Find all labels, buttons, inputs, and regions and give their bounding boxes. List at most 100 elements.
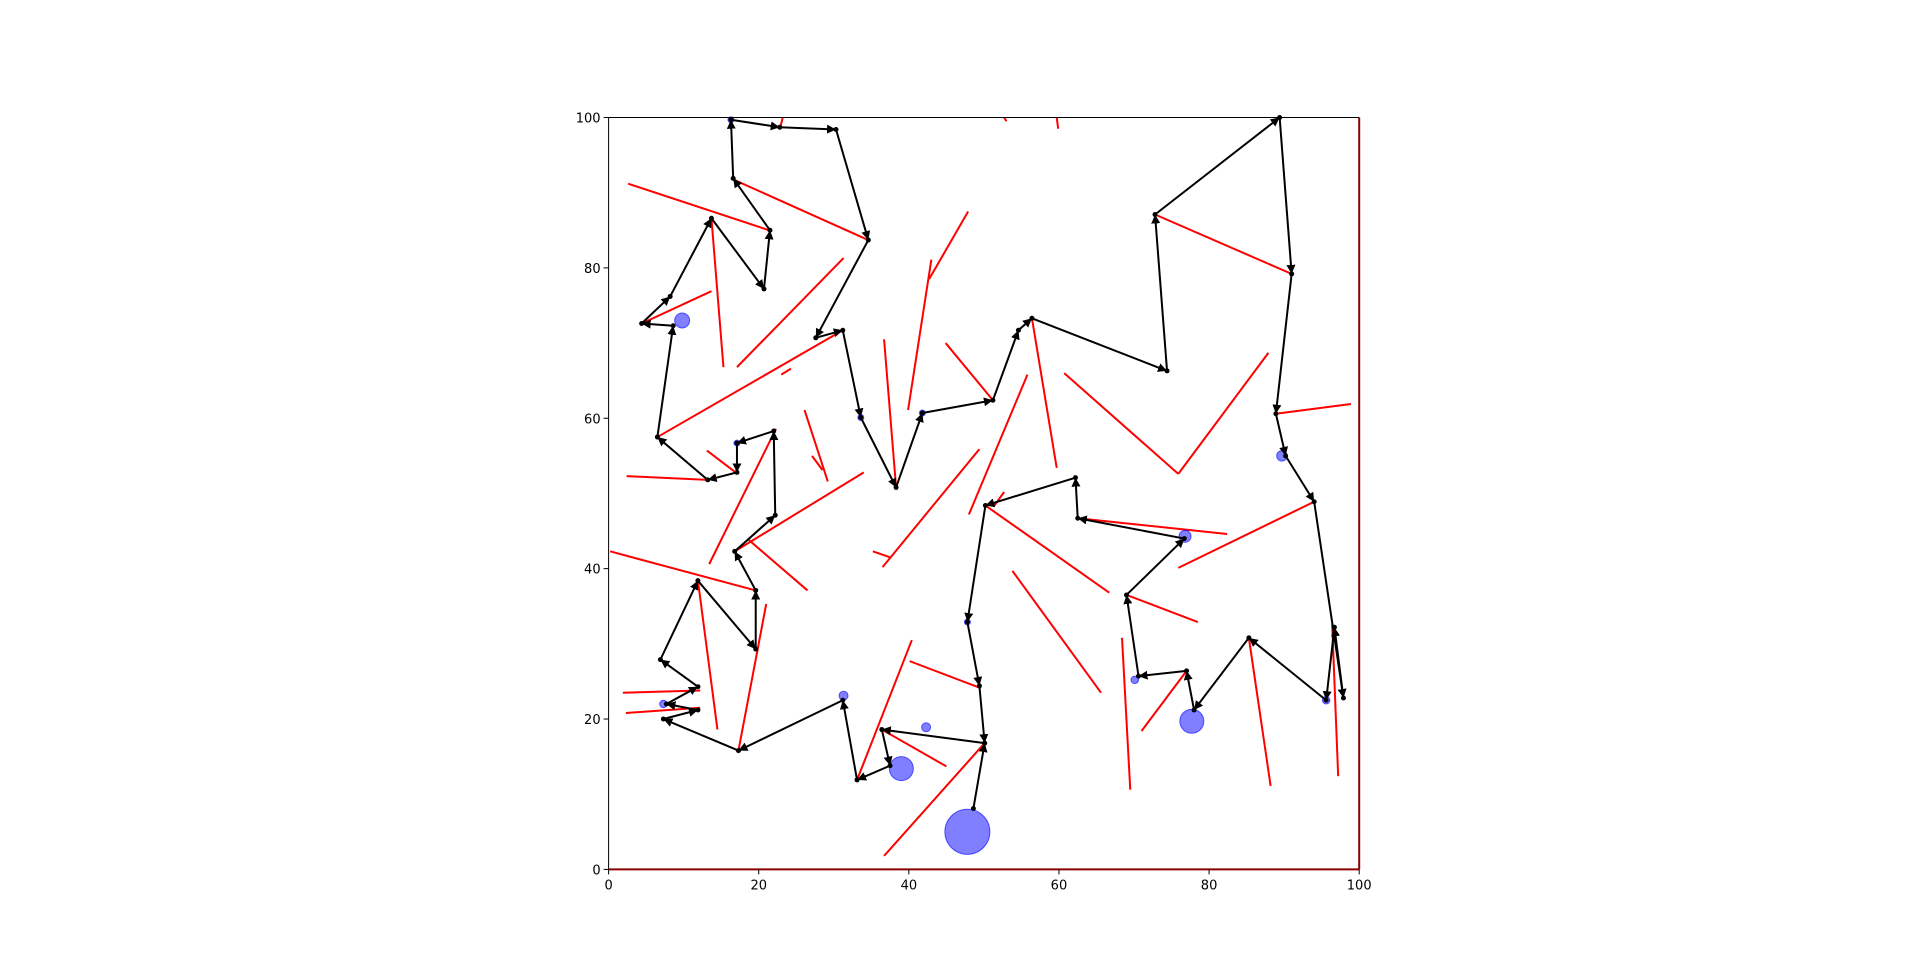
obstacle-segment (984, 504, 1110, 594)
circle-marker (1130, 675, 1140, 685)
circle-marker (674, 312, 691, 329)
obstacle-segment (1140, 670, 1188, 732)
obstacle-segment (1331, 624, 1340, 777)
path-arrow (922, 397, 994, 414)
path-arrow (640, 295, 671, 325)
path-node (695, 707, 701, 713)
path-arrow (985, 476, 1076, 508)
obstacle-segment (1275, 402, 1352, 415)
path-arrow (732, 177, 771, 231)
path-arrow (669, 217, 713, 297)
obstacle-segment (627, 182, 772, 232)
path-node (840, 697, 846, 703)
path-node (1075, 515, 1081, 521)
obstacle-segment (881, 448, 981, 568)
y-tick-label: 0 (592, 863, 600, 878)
obstacle-segment (856, 639, 913, 781)
path-arrow (991, 329, 1020, 401)
path-arrow (666, 701, 699, 711)
path-node (1246, 635, 1252, 641)
path-node (1181, 536, 1187, 542)
path-node (840, 327, 846, 333)
obstacle-segment (1077, 517, 1228, 536)
path-arrow (881, 726, 985, 745)
path-node (964, 619, 970, 625)
path-node (753, 587, 759, 593)
path-node (1311, 499, 1317, 505)
path-node (777, 124, 783, 130)
path-arrow (656, 436, 709, 481)
path-node (833, 127, 839, 133)
path-node (976, 683, 982, 689)
circle-marker (1179, 708, 1205, 734)
y-tick-label: 60 (584, 412, 601, 427)
path-node (730, 175, 736, 181)
path-arrow (978, 685, 989, 744)
path-node (1184, 668, 1190, 674)
path-arrow (1077, 515, 1185, 540)
obstacle-segment (780, 367, 792, 376)
path-node (772, 512, 778, 518)
path-node (919, 410, 925, 416)
path-node (990, 397, 996, 403)
obstacle-segment (883, 742, 986, 857)
path-node (982, 740, 988, 746)
obstacle-segment (944, 342, 994, 401)
path-arrow (814, 239, 870, 339)
path-node (982, 502, 988, 508)
path-arrow (1031, 317, 1168, 372)
path-node (771, 428, 777, 434)
path-arrow (1125, 537, 1186, 596)
obstacle-segment (730, 177, 869, 241)
path-node (761, 286, 767, 292)
obstacle-segment (622, 689, 701, 694)
path-arrow (815, 328, 844, 339)
obstacle-segment (881, 728, 947, 768)
path-arrow (1123, 594, 1140, 677)
obstacle-segment (1055, 117, 1060, 129)
obstacle-segment (626, 475, 708, 481)
obstacle-segment (696, 580, 719, 730)
path-node (1323, 697, 1329, 703)
obstacle-segment (609, 550, 756, 592)
path-node (735, 748, 741, 754)
path-arrow (762, 230, 774, 290)
y-tick-label: 80 (584, 262, 601, 277)
path-arrow (972, 742, 988, 809)
path-node (1164, 368, 1170, 374)
path-node (1072, 475, 1078, 481)
path-node (1289, 271, 1295, 277)
path-node (893, 484, 899, 490)
x-tick-label: 0 (604, 878, 612, 893)
path-arrow (697, 580, 757, 650)
path-arrow (707, 471, 738, 483)
x-tick-label: 60 (1051, 878, 1068, 893)
circle-marker (888, 756, 914, 782)
obstacle-segment (737, 603, 768, 751)
path-node (657, 657, 663, 663)
path-arrow (736, 430, 775, 445)
path-node (663, 701, 669, 707)
path-node (1152, 211, 1158, 217)
x-tick-label: 40 (901, 878, 918, 893)
path-arrow (726, 119, 736, 179)
obstacle-segment (734, 471, 865, 553)
path-arrow (1248, 637, 1327, 702)
path-arrow (1154, 116, 1281, 216)
circle-marker (944, 808, 991, 855)
obstacle-segment (736, 257, 845, 368)
path-node (1029, 315, 1035, 321)
path-arrow (1272, 273, 1293, 414)
path-node (654, 434, 660, 440)
obstacle-segment (909, 660, 982, 690)
path-node (639, 321, 645, 327)
path-arrow (1322, 627, 1336, 701)
obstacle-segment (907, 259, 933, 411)
obstacle-segment (1011, 570, 1102, 694)
path-arrow (1274, 413, 1288, 457)
path-node (1273, 411, 1279, 417)
path-arrow (779, 124, 837, 134)
path-arrow (1193, 637, 1250, 711)
path-node (1340, 695, 1346, 701)
path-arrow (769, 431, 779, 516)
